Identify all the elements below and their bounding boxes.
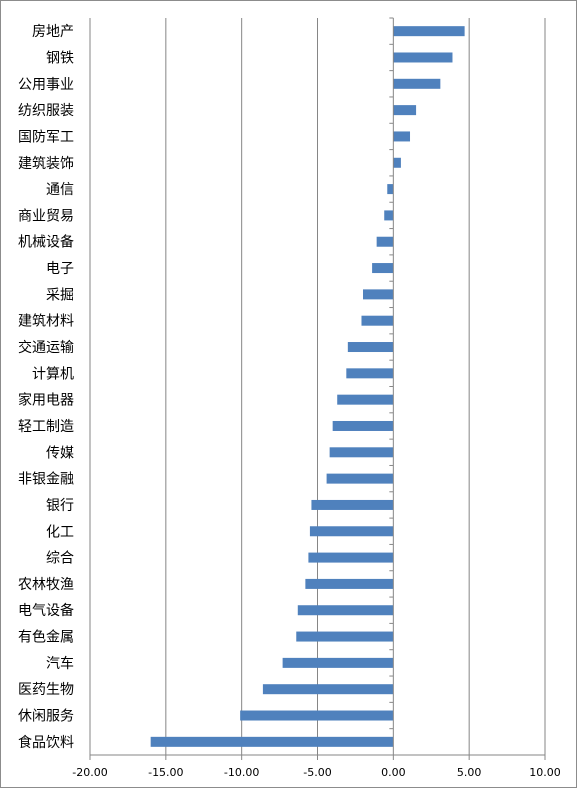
category-label: 非银金融 [18,472,74,488]
category-label: 纺织服装 [18,103,74,119]
bar [372,263,394,274]
category-label: 钢铁 [46,50,74,66]
x-tick-label: 5.00 [457,766,482,779]
category-label: 食品饮料 [18,734,74,751]
category-label: 综合 [46,551,74,567]
bar [393,52,453,63]
category-label: 电气设备 [18,602,74,619]
category-label: 家用电器 [18,392,74,409]
bar [363,289,394,300]
bar [347,342,394,353]
bar [296,631,394,642]
category-label: 计算机 [32,366,74,382]
category-label: 国防军工 [18,129,74,145]
category-label: 轻工制造 [18,419,74,435]
x-tick-label: 0.00 [381,766,406,779]
x-tick-label: 10.00 [529,766,561,779]
category-label: 建筑材料 [18,314,74,330]
bar [393,78,441,89]
category-label: 公用事业 [18,77,74,93]
category-label: 建筑装饰 [18,156,74,172]
category-label: 有色金属 [18,629,74,646]
gridlines [89,18,546,755]
bar [309,526,394,537]
category-label: 采掘 [46,287,74,303]
bar [361,315,394,326]
category-label: 农林牧渔 [18,577,74,593]
category-label: 房地产 [32,24,74,40]
bar [332,420,394,431]
bar [282,657,394,668]
bar [262,684,394,695]
bar [326,473,394,484]
x-tick-label: -10.00 [224,766,259,779]
x-tick-label: -20.00 [72,766,107,779]
tick-labels: -20.00 -15.00 -10.00 -5.00 0.00 5.00 10.00 [72,766,560,779]
bar [393,105,417,116]
x-tick-label: -15.00 [148,766,183,779]
bar [393,131,411,142]
bar [393,157,401,168]
bars [150,26,465,747]
bar [384,210,394,221]
bar [297,605,394,616]
category-label: 休闲服务 [18,709,74,725]
bar [240,710,394,721]
bar [393,26,465,37]
axes [89,17,546,760]
bar [346,368,394,379]
category-label: 电子 [46,261,74,277]
bar [150,736,394,747]
category-label: 传媒 [46,445,74,461]
category-label: 通信 [46,182,74,198]
category-label: 机械设备 [18,234,74,251]
bar [376,236,394,247]
category-label: 汽车 [46,655,74,672]
bar [305,578,394,589]
category-labels: 房地产钢铁公用事业纺织服装国防军工建筑装饰通信商业贸易机械设备电子采掘建筑材料交… [18,24,74,751]
category-label: 化工 [46,524,74,540]
bar [311,499,394,510]
bar [387,184,394,195]
bar [329,447,394,458]
bar [337,394,394,405]
category-label: 商业贸易 [18,208,74,224]
x-tick-label: -5.00 [303,766,331,779]
category-label: 银行 [46,498,74,514]
category-label: 交通运输 [18,339,74,356]
bar [308,552,394,563]
category-label: 医药生物 [18,682,74,698]
